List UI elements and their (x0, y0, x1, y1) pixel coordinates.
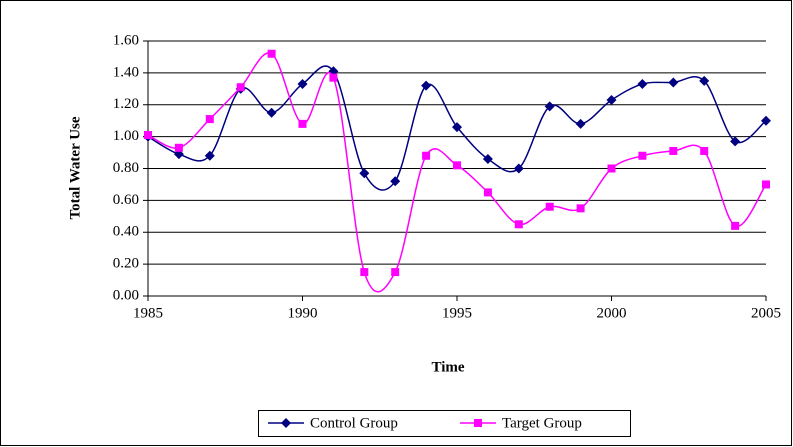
marker (761, 115, 771, 126)
legend-box (258, 410, 631, 437)
legend: Control Group Target Group (258, 410, 631, 437)
marker (637, 79, 648, 90)
y-tick-label: 0.00 (113, 287, 139, 303)
x-tick-label: 1985 (133, 305, 163, 321)
marker (668, 77, 679, 88)
marker (575, 118, 586, 129)
y-tick-label: 0.40 (113, 224, 139, 240)
y-tick-label: 0.20 (113, 256, 139, 272)
legend-label: Target Group (502, 415, 582, 431)
marker (204, 150, 215, 161)
marker (266, 107, 277, 118)
marker (638, 151, 647, 160)
marker (174, 143, 183, 152)
marker (267, 49, 276, 58)
marker (669, 146, 678, 155)
marker (298, 119, 307, 128)
marker (359, 168, 370, 179)
series-line (147, 65, 767, 191)
marker (236, 83, 245, 92)
marker (391, 268, 400, 277)
marker (144, 131, 152, 140)
y-tick-label: 0.80 (113, 160, 139, 176)
marker (545, 202, 554, 211)
marker (731, 221, 740, 230)
series-line (147, 52, 767, 293)
marker (422, 151, 431, 160)
y-tick-label: 0.60 (113, 192, 139, 208)
marker (421, 80, 432, 91)
marker (700, 146, 709, 155)
marker (762, 180, 770, 189)
x-axis-title: Time (431, 359, 464, 375)
marker (699, 75, 710, 86)
marker (544, 101, 555, 112)
marker (513, 163, 524, 174)
y-axis-title: Total Water Use (67, 116, 83, 219)
legend-label: Control Group (310, 415, 398, 431)
marker (453, 161, 461, 170)
x-tick-label: 1990 (288, 305, 318, 321)
marker (452, 122, 462, 133)
marker (297, 79, 308, 90)
marker (205, 115, 214, 124)
marker (329, 73, 338, 82)
marker (474, 419, 482, 427)
marker (606, 94, 617, 105)
marker (514, 220, 523, 229)
y-tick-label: 1.40 (113, 64, 139, 80)
marker (482, 153, 493, 164)
y-tick-label: 1.60 (113, 32, 139, 48)
marker (730, 136, 741, 147)
marker (576, 204, 585, 213)
marker (281, 418, 291, 428)
x-tick-label: 1995 (442, 305, 472, 321)
y-tick-label: 1.20 (113, 96, 139, 112)
marker (483, 188, 492, 197)
marker (360, 268, 369, 277)
x-tick-label: 2000 (597, 305, 627, 321)
marker (607, 164, 616, 173)
x-tick-label: 2005 (751, 305, 781, 321)
y-tick-label: 1.00 (113, 128, 139, 144)
marker (390, 176, 401, 187)
